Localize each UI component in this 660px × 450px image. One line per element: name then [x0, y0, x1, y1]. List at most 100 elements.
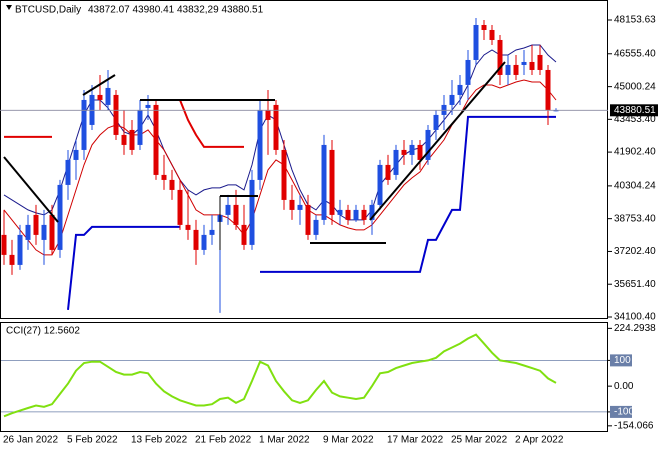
candle-body [449, 94, 455, 105]
candle-body [49, 214, 55, 250]
candle-body [113, 94, 119, 135]
level-label-box [610, 354, 632, 367]
x-tick-label: 17 Mar 2022 [387, 435, 444, 446]
drawn-objects [3, 61, 506, 250]
y-tick-label: 43453.40 [614, 114, 656, 125]
candle-body [457, 84, 463, 95]
candle-body [353, 209, 359, 220]
candle-body [241, 224, 247, 245]
x-tick-label: 5 Feb 2022 [67, 435, 118, 446]
candle-body [465, 59, 471, 85]
y-tick-label: 0.00 [614, 381, 634, 392]
candle-body [257, 109, 263, 180]
y-tick-label: 40304.24 [614, 181, 656, 192]
y-tick-label: -100 [614, 407, 634, 418]
candle-body [121, 134, 127, 145]
main-frame [0, 0, 608, 319]
candle-body [513, 64, 519, 75]
level-label-box [610, 405, 632, 418]
candle-body [529, 61, 535, 70]
candle-body [345, 209, 351, 220]
y-tick-label: 46555.40 [614, 48, 656, 59]
candle-body [313, 219, 319, 235]
candle-body [41, 224, 47, 240]
candle-body [137, 109, 143, 145]
candle-body [369, 204, 375, 220]
candle-body [193, 229, 199, 250]
candle-body [393, 149, 399, 175]
candle-body [473, 24, 479, 60]
candle-body [201, 234, 207, 250]
indicator-line [3, 333, 557, 418]
candle-body [161, 174, 167, 180]
candle-body [145, 104, 151, 108]
candle-body [249, 179, 255, 245]
candle-body [169, 179, 175, 190]
x-tick-label: 13 Feb 2022 [131, 435, 188, 446]
candle-body [225, 204, 231, 215]
last-price-box [610, 104, 658, 117]
candle-body [1, 234, 7, 255]
candle-body [185, 224, 191, 230]
y-tick-label: 100 [614, 355, 631, 366]
trend-line [369, 61, 506, 221]
x-tick-label: 21 Feb 2022 [195, 435, 252, 446]
candle-body [481, 24, 487, 30]
candle-body [97, 94, 103, 100]
chart-title: BTCUSD,Daily [15, 5, 81, 16]
indicator-title: CCI(27) 12.5602 [6, 326, 80, 337]
indicator-line [3, 44, 557, 221]
y-tick-label: 35651.40 [614, 279, 656, 290]
candle-body [321, 144, 327, 220]
candle-body [65, 159, 71, 185]
y-tick-label: 37202.40 [614, 246, 656, 257]
candle-body [177, 189, 183, 225]
candle-body [377, 164, 383, 205]
candle-body [9, 254, 15, 265]
candle-body [505, 64, 511, 75]
candle-body [401, 149, 407, 155]
candle-body [433, 114, 439, 130]
candle-body [289, 199, 295, 210]
y-tick-label: 34100.40 [614, 312, 656, 323]
x-tick-label: 1 Mar 2022 [259, 435, 310, 446]
y-tick-label: -154.066 [614, 420, 654, 431]
candle-body [425, 129, 431, 160]
candle-body [337, 209, 343, 215]
candle-body [57, 184, 63, 250]
candle-body [329, 149, 335, 215]
candle-body [233, 204, 239, 225]
candle-body [553, 110, 559, 112]
x-tick-label: 26 Jan 2022 [3, 435, 58, 446]
x-tick-label: 9 Mar 2022 [323, 435, 374, 446]
indicator-line [67, 115, 556, 311]
candle-body [81, 99, 87, 150]
candle-body [537, 54, 543, 70]
candle-body [273, 104, 279, 150]
candle-body [361, 209, 367, 220]
indicator-line [3, 79, 557, 256]
x-tick-label: 2 Apr 2022 [515, 435, 564, 446]
y-tick-label: 48153.63 [614, 15, 656, 26]
trend-line [3, 156, 59, 223]
menu-arrow[interactable] [6, 5, 12, 10]
candle-body [489, 29, 495, 40]
trend-line [82, 74, 116, 96]
y-tick-label: 41902.40 [614, 147, 656, 158]
candle-body [105, 87, 111, 105]
candle-body [153, 104, 159, 175]
y-tick-label: 38753.40 [614, 213, 656, 224]
candle-body [129, 129, 135, 150]
last-price-label: 43880.51 [614, 105, 656, 116]
candle-body [497, 39, 503, 75]
y-tick-label: 45000.24 [614, 81, 656, 92]
candle-body [265, 109, 271, 120]
grid [0, 359, 608, 413]
plot [1, 17, 559, 418]
candle-body [385, 164, 391, 180]
candle-body [209, 229, 215, 235]
axes: 26 Jan 2022 5 Feb 2022 13 Feb 2022 21 Feb 2… [0, 15, 658, 446]
